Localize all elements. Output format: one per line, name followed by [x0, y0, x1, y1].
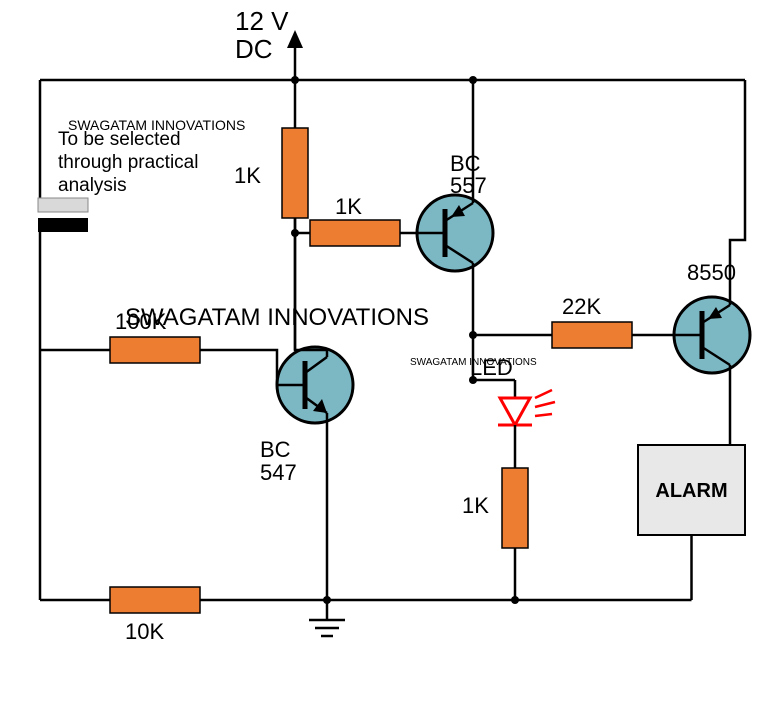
- svg-text:1K: 1K: [462, 493, 489, 518]
- svg-text:8550: 8550: [687, 260, 736, 285]
- svg-text:1K: 1K: [335, 194, 362, 219]
- svg-text:100K: 100K: [115, 309, 167, 334]
- circuit-diagram: SWAGATAM INNOVATIONSSWAGATAM INNOVATIONS…: [0, 0, 784, 705]
- svg-text:ALARM: ALARM: [655, 480, 727, 502]
- svg-text:12 V: 12 V: [235, 6, 289, 36]
- svg-text:22K: 22K: [562, 294, 601, 319]
- svg-text:through practical: through practical: [58, 152, 198, 173]
- svg-text:analysis: analysis: [58, 175, 127, 196]
- svg-text:To be selected: To be selected: [58, 129, 181, 150]
- svg-text:1K: 1K: [234, 163, 261, 188]
- svg-text:BC: BC: [260, 437, 291, 462]
- svg-text:10K: 10K: [125, 619, 164, 644]
- svg-text:SWAGATAM INNOVATIONS: SWAGATAM INNOVATIONS: [125, 304, 429, 331]
- svg-text:557: 557: [450, 173, 487, 198]
- svg-text:547: 547: [260, 460, 297, 485]
- svg-text:LED: LED: [470, 355, 513, 380]
- svg-text:DC: DC: [235, 34, 273, 64]
